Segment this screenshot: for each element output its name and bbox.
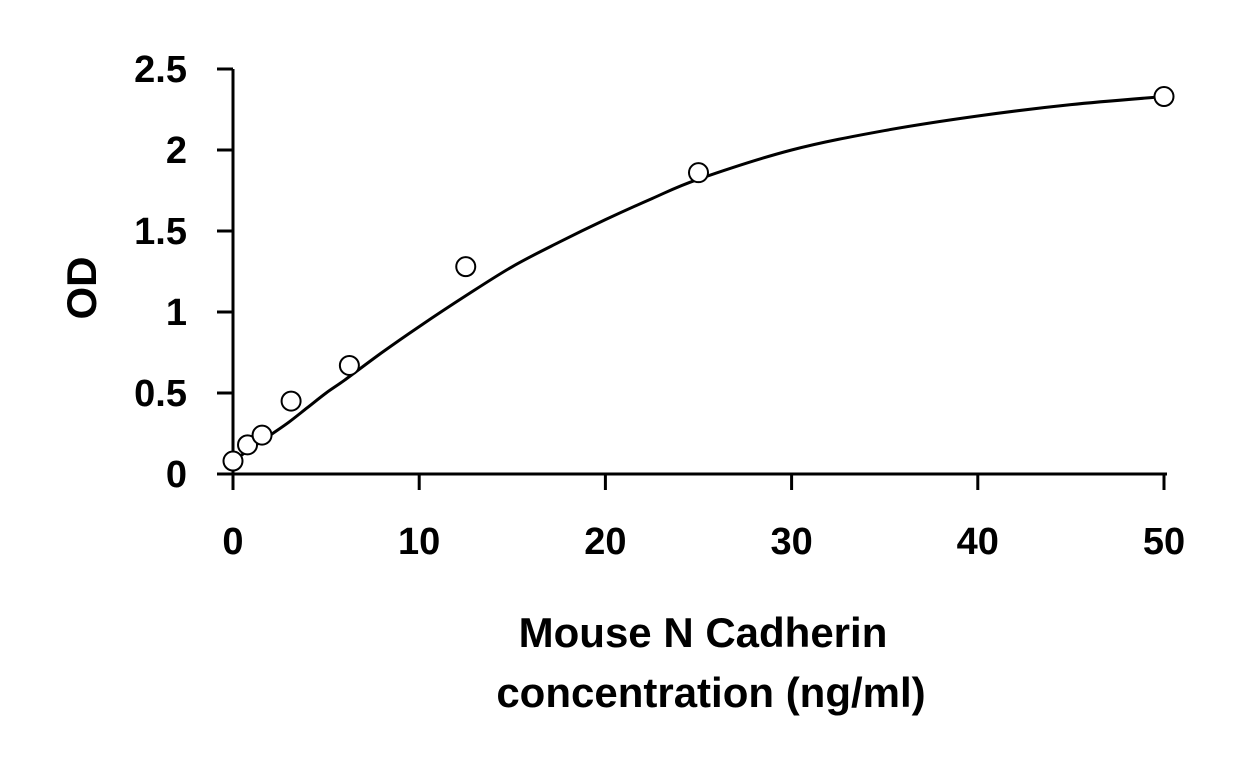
y-tick-label: 1.5 <box>134 211 187 253</box>
y-tick-label: 2 <box>166 130 187 172</box>
ticks: 0 0.5 1 1.5 2 2.5 0 10 20 30 40 50 <box>134 49 1185 563</box>
x-tick-label: 40 <box>957 521 999 563</box>
x-tick-label: 10 <box>398 521 440 563</box>
x-axis-title-line-2: concentration (ng/ml) <box>496 669 925 716</box>
x-tick-label: 30 <box>770 521 812 563</box>
data-point <box>280 390 302 412</box>
x-axis-title-line-1: Mouse N Cadherin <box>519 609 888 656</box>
data-point <box>237 434 259 456</box>
fit-curve <box>232 95 1165 463</box>
data-point <box>251 424 273 446</box>
data-point <box>338 354 360 376</box>
axes <box>217 69 1167 476</box>
fit-curve-layer <box>232 95 1165 463</box>
y-axis-title: OD <box>58 257 105 320</box>
data-point <box>455 256 477 278</box>
x-tick-label: 50 <box>1143 521 1185 563</box>
data-points <box>222 86 1175 472</box>
y-tick-label: 1 <box>166 292 187 334</box>
x-tick-label: 0 <box>222 521 243 563</box>
y-tick-label: 2.5 <box>134 49 187 91</box>
data-point <box>1153 86 1175 108</box>
y-tick-label: 0 <box>166 454 187 496</box>
data-point <box>222 450 244 472</box>
x-tick-label: 20 <box>584 521 626 563</box>
y-tick-label: 0.5 <box>134 373 187 415</box>
data-point <box>688 162 709 184</box>
